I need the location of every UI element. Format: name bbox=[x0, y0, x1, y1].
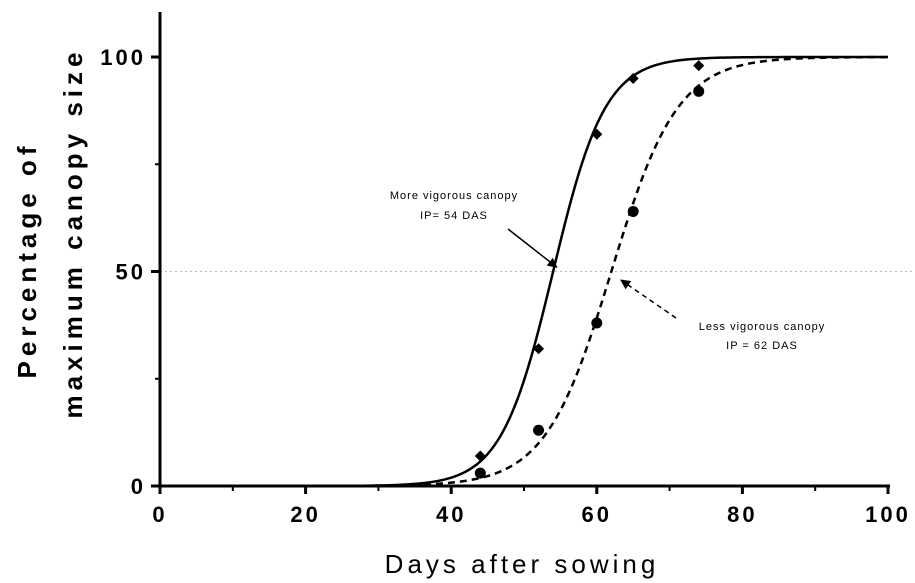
data-point-diamond bbox=[533, 343, 545, 355]
fitted-curve-less-vigorous bbox=[160, 55, 889, 488]
y-tick-label: 100 bbox=[100, 45, 146, 70]
annotation-less-vigorous-line1: Less vigorous canopy bbox=[699, 321, 825, 333]
y-axis-title-line1: Percentage of bbox=[12, 142, 42, 379]
y-axis-title-line2: maximum canopy size bbox=[58, 48, 88, 419]
x-tick-label: 40 bbox=[436, 502, 466, 527]
annotation-less-vigorous-line2: IP = 62 DAS bbox=[726, 340, 798, 352]
x-tick-label: 80 bbox=[727, 502, 757, 527]
data-point-diamond bbox=[474, 450, 486, 462]
data-point-circle bbox=[474, 467, 486, 479]
x-tick-label: 0 bbox=[152, 502, 167, 527]
data-point-diamond bbox=[693, 60, 705, 72]
x-ticks: 0 20 40 60 80 100 bbox=[152, 486, 911, 527]
y-ticks: 0 50 100 bbox=[100, 45, 160, 499]
x-tick-label: 20 bbox=[290, 502, 320, 527]
data-markers bbox=[474, 60, 705, 479]
data-point-circle bbox=[591, 317, 603, 329]
annotation-more-vigorous-line2: IP= 54 DAS bbox=[420, 210, 488, 222]
annotation-more-vigorous-line1: More vigorous canopy bbox=[390, 190, 518, 202]
annotation-arrow-more-vigorous bbox=[507, 228, 558, 268]
y-tick-label: 0 bbox=[131, 474, 146, 499]
data-point-circle bbox=[533, 424, 545, 436]
x-tick-label: 100 bbox=[865, 502, 911, 527]
fitted-curve-more-vigorous bbox=[160, 55, 888, 488]
y-tick-label: 50 bbox=[116, 260, 146, 285]
data-point-diamond bbox=[591, 128, 603, 140]
data-point-circle bbox=[627, 205, 639, 217]
x-axis-title: Days after sowing bbox=[385, 549, 660, 579]
x-tick-label: 60 bbox=[582, 502, 612, 527]
annotation-arrow-less-vigorous bbox=[620, 279, 677, 319]
data-point-diamond bbox=[627, 72, 639, 84]
data-point-circle bbox=[693, 85, 705, 97]
